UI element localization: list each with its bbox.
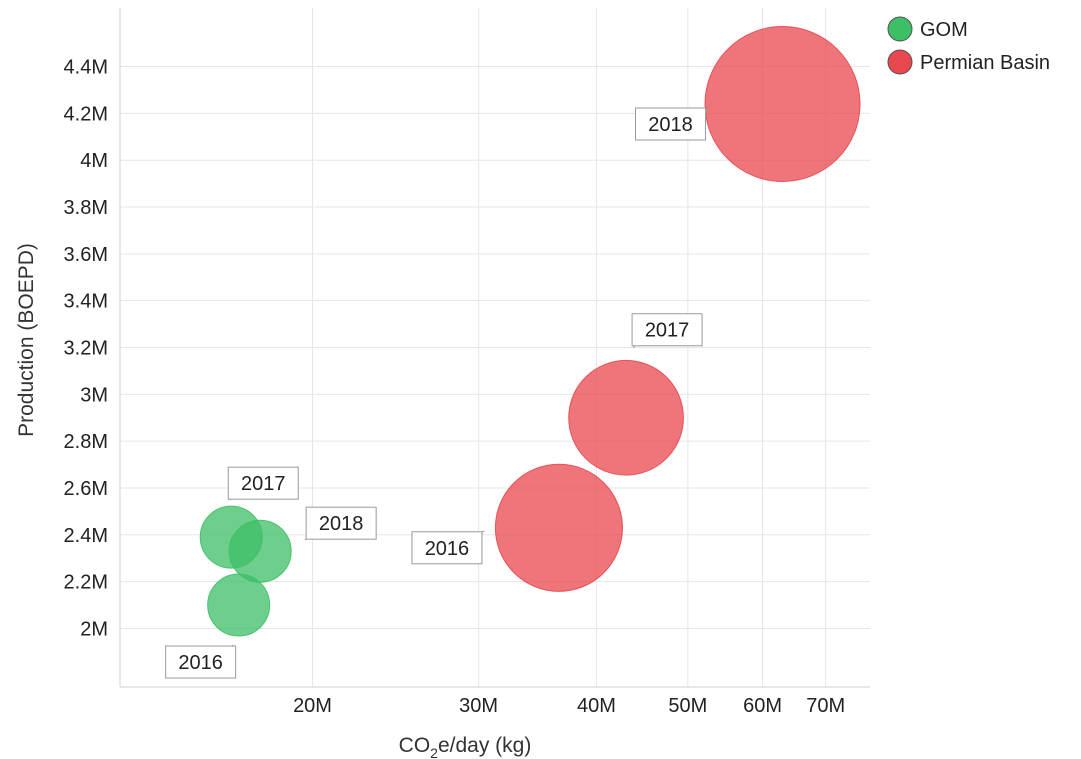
x-tick-label: 40M: [577, 695, 616, 717]
legend-label: GOM: [920, 19, 968, 41]
bubble-label: 2018: [648, 114, 693, 136]
label-box: [411, 531, 483, 565]
legend-swatch: [887, 16, 913, 42]
bubble-label: 2016: [178, 652, 223, 674]
y-tick-label: 3.2M: [64, 338, 108, 360]
bubble-gom-2018: [228, 519, 292, 583]
x-tick-label: 50M: [668, 695, 707, 717]
x-tick-label: 70M: [806, 695, 845, 717]
y-axis-ticks: 2M 2.2M 2.4M 2.6M 2.8M 3M 3.2M 3.4M 3.6M 3.8M 4M 4.…: [64, 57, 108, 641]
y-tick-label: 4.2M: [64, 103, 108, 125]
y-tick-label: 3.6M: [64, 244, 108, 266]
y-tick-label: 2.2M: [64, 572, 108, 594]
x-axis-title-subscript: 2: [430, 745, 438, 759]
label-box: [635, 107, 707, 141]
bubble-gom-2016: [207, 573, 271, 637]
label-box: [305, 506, 377, 540]
legend: GOM Permian Basin: [887, 16, 1050, 75]
y-tick-label: 4M: [80, 150, 108, 172]
bubble-label: 2017: [241, 473, 286, 495]
x-axis-title-main: CO: [399, 734, 431, 757]
bubble-label: 2016: [425, 538, 470, 560]
y-tick-label: 3M: [80, 384, 108, 406]
x-tick-label: 30M: [459, 695, 498, 717]
y-tick-label: 2M: [80, 618, 108, 640]
bubble-permian-basin-2018: [704, 25, 861, 182]
x-axis-title-rest: e/day (kg): [438, 734, 531, 757]
point-labels: 2016 2017 2018 2016 2017 2018: [165, 107, 708, 679]
x-tick-label: 60M: [743, 695, 782, 717]
bubble-label: 2017: [645, 320, 690, 342]
y-tick-label: 3.8M: [64, 197, 108, 219]
y-tick-label: 3.4M: [64, 291, 108, 313]
bubbles: [199, 25, 861, 637]
y-tick-label: 2.6M: [64, 478, 108, 500]
legend-label: Permian Basin: [920, 52, 1050, 74]
y-tick-label: 2.4M: [64, 525, 108, 547]
x-tick-label: 20M: [293, 695, 332, 717]
x-axis-ticks: 20M 30M 40M 50M 60M 70M: [293, 695, 845, 717]
bubble-permian-basin-2017: [568, 359, 684, 476]
y-axis-title: Production (BOEPD): [15, 243, 38, 437]
label-box: [631, 313, 703, 347]
label-box: [227, 466, 299, 500]
x-axis-title: CO2e/day (kg): [399, 734, 532, 759]
bubble-permian-basin-2016: [494, 463, 623, 592]
bubble-label: 2018: [319, 513, 364, 535]
legend-swatch: [887, 49, 913, 75]
label-box: [165, 645, 237, 679]
y-tick-label: 2.8M: [64, 431, 108, 453]
y-tick-label: 4.4M: [64, 57, 108, 79]
